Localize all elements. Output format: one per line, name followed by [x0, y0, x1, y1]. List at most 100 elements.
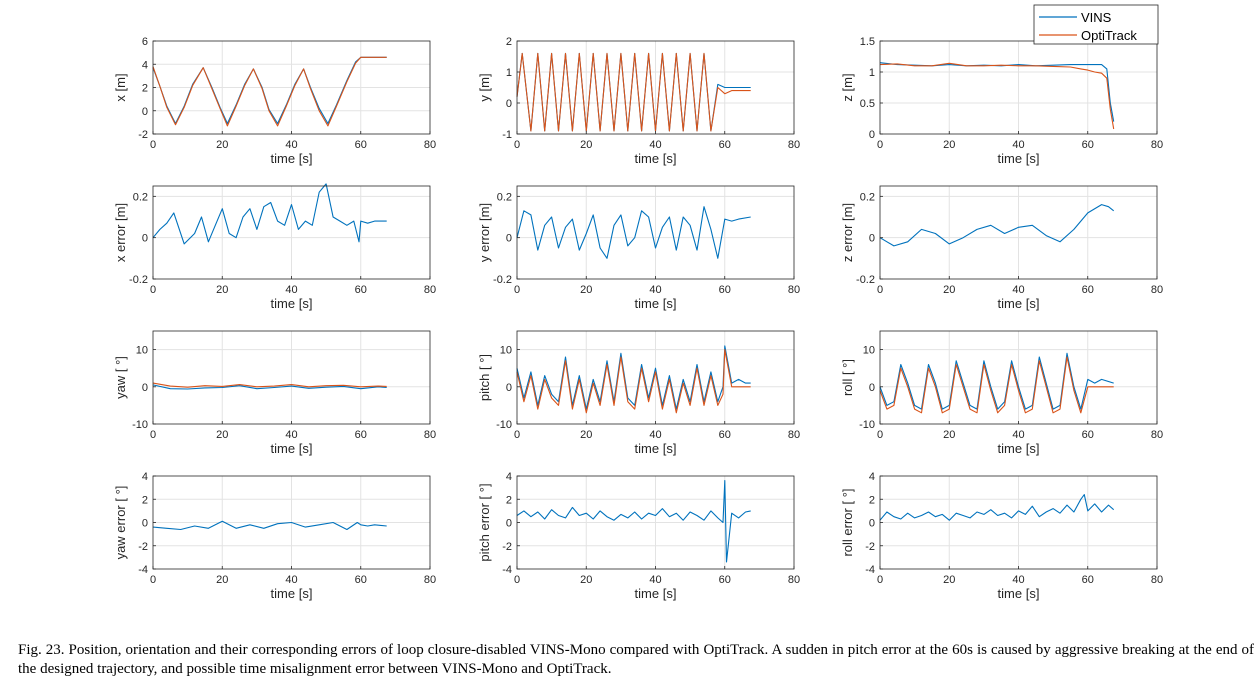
x-tick-label: 40 — [649, 139, 661, 151]
x-tick-label: 40 — [649, 429, 661, 441]
x-tick-label: 60 — [719, 284, 731, 296]
y-tick-label: 10 — [500, 345, 512, 357]
x-tick-label: 0 — [150, 139, 156, 151]
y-tick-label: -0.2 — [856, 274, 875, 286]
legend-label-vins: VINS — [1081, 10, 1112, 25]
x-tick-label: 0 — [150, 429, 156, 441]
x-tick-label: 60 — [355, 139, 367, 151]
series-line-optitrack — [879, 62, 1115, 130]
series-line-vins — [879, 352, 1114, 410]
x-tick-label: 20 — [943, 284, 955, 296]
x-tick-label: 60 — [1082, 139, 1094, 151]
y-tick-label: 0 — [142, 233, 148, 245]
y-tick-label: -2 — [502, 541, 512, 553]
x-tick-label: 40 — [1012, 284, 1024, 296]
x-tick-label: 20 — [943, 429, 955, 441]
y-axis-label: roll [ °] — [840, 359, 855, 396]
y-tick-label: -10 — [496, 419, 512, 431]
y-axis-label: yaw [ °] — [113, 356, 128, 399]
series-line-optitrack — [152, 56, 387, 127]
y-tick-label: -1 — [502, 129, 512, 141]
y-tick-label: 0 — [506, 233, 512, 245]
x-tick-label: 0 — [150, 574, 156, 586]
subplot-pitcherr: 0 20 40 60 80 -4 -2 0 2 4 time [s] pitch error [ °] — [477, 471, 800, 601]
x-tick-label: 0 — [150, 284, 156, 296]
y-tick-label: 0.2 — [497, 191, 512, 203]
x-tick-label: 80 — [424, 284, 436, 296]
x-tick-label: 20 — [216, 139, 228, 151]
x-tick-label: 20 — [943, 139, 955, 151]
x-axis-label: time [s] — [271, 296, 313, 311]
x-tick-label: 40 — [285, 574, 297, 586]
y-tick-label: 2 — [506, 494, 512, 506]
x-tick-label: 0 — [514, 429, 520, 441]
y-tick-label: 0 — [506, 98, 512, 110]
x-tick-label: 60 — [719, 139, 731, 151]
series-line-vins — [516, 345, 751, 410]
series-line-optitrack — [879, 356, 1114, 414]
series-line-optitrack — [516, 349, 751, 414]
y-axis-label: pitch error [ °] — [477, 483, 492, 561]
y-axis-label: x error [m] — [113, 203, 128, 262]
subplot-rollerr: 0 20 40 60 80 -4 -2 0 2 4 time [s] roll error [ °] — [840, 471, 1163, 601]
y-tick-label: 10 — [863, 345, 875, 357]
x-axis-label: time [s] — [271, 151, 313, 166]
y-tick-label: 0 — [506, 518, 512, 530]
x-axis-label: time [s] — [635, 296, 677, 311]
y-tick-label: -10 — [859, 419, 875, 431]
x-tick-label: 20 — [580, 429, 592, 441]
x-tick-label: 80 — [424, 574, 436, 586]
y-tick-label: -0.2 — [129, 274, 148, 286]
y-tick-label: 0 — [142, 382, 148, 394]
y-axis-label: yaw error [ °] — [113, 486, 128, 560]
x-tick-label: 60 — [355, 429, 367, 441]
y-tick-label: 1 — [506, 67, 512, 79]
x-axis-label: time [s] — [998, 151, 1040, 166]
x-tick-label: 0 — [514, 139, 520, 151]
y-tick-label: -4 — [502, 564, 512, 576]
y-tick-label: 2 — [506, 36, 512, 48]
x-axis-label: time [s] — [271, 586, 313, 601]
x-tick-label: 40 — [1012, 429, 1024, 441]
x-tick-label: 80 — [424, 429, 436, 441]
y-tick-label: 0.2 — [860, 191, 875, 203]
x-axis-label: time [s] — [998, 586, 1040, 601]
x-tick-label: 0 — [877, 284, 883, 296]
x-tick-label: 20 — [580, 139, 592, 151]
x-axis-label: time [s] — [635, 441, 677, 456]
y-tick-label: -4 — [865, 564, 875, 576]
x-axis-label: time [s] — [635, 151, 677, 166]
x-tick-label: 40 — [1012, 139, 1024, 151]
y-tick-label: 1 — [869, 67, 875, 79]
series-line-vins — [879, 204, 1115, 247]
y-tick-label: -2 — [138, 129, 148, 141]
y-tick-label: -2 — [865, 541, 875, 553]
y-tick-label: 0 — [869, 233, 875, 245]
y-tick-label: 10 — [136, 345, 148, 357]
x-tick-label: 80 — [788, 284, 800, 296]
y-tick-label: 0 — [142, 518, 148, 530]
y-tick-label: -2 — [138, 541, 148, 553]
x-tick-label: 40 — [649, 284, 661, 296]
y-tick-label: 0 — [869, 382, 875, 394]
y-tick-label: 0 — [142, 106, 148, 118]
x-tick-label: 20 — [580, 284, 592, 296]
x-tick-label: 40 — [1012, 574, 1024, 586]
y-tick-label: 0 — [506, 382, 512, 394]
y-axis-label: pitch [ °] — [477, 354, 492, 401]
x-tick-label: 80 — [1151, 284, 1163, 296]
x-tick-label: 40 — [285, 139, 297, 151]
series-line-vins — [152, 384, 387, 390]
series-line-vins — [152, 520, 387, 531]
x-tick-label: 20 — [216, 429, 228, 441]
y-axis-label: z error [m] — [840, 203, 855, 262]
y-axis-label: x [m] — [113, 73, 128, 101]
legend-box — [1033, 4, 1159, 45]
